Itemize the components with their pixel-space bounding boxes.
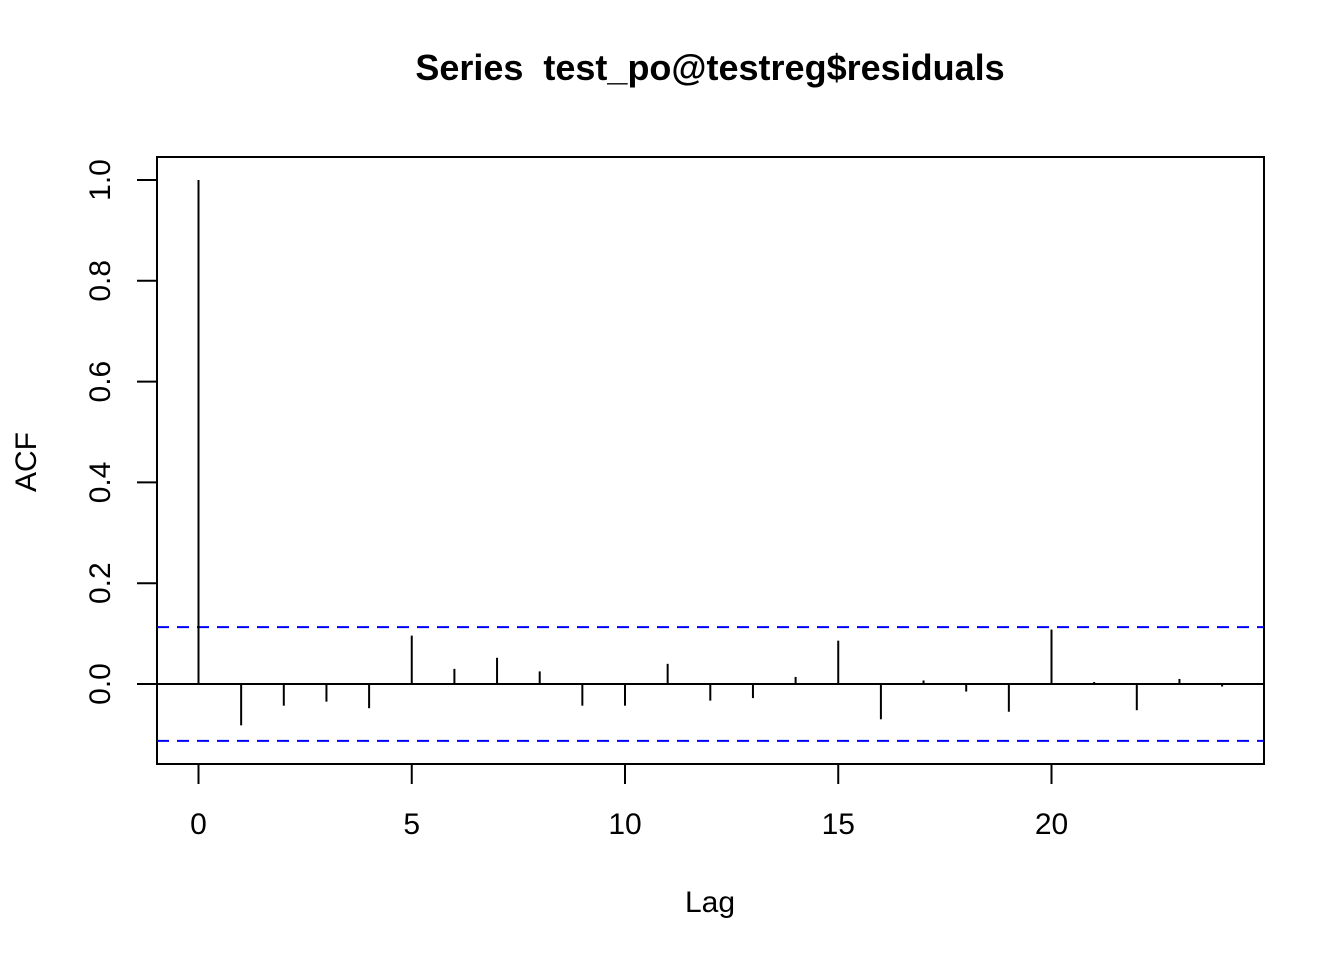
x-tick-label: 0 <box>190 808 207 841</box>
y-axis-label: ACF <box>10 432 43 492</box>
x-tick-label: 15 <box>822 808 855 841</box>
y-tick-label: 1.0 <box>84 159 117 201</box>
plot-frame <box>156 156 1265 765</box>
y-tick-label: 0.4 <box>84 462 117 504</box>
y-tick-label: 0.0 <box>84 663 117 705</box>
x-tick-label: 10 <box>608 808 641 841</box>
y-tick-label: 0.6 <box>84 361 117 403</box>
y-tick-label: 0.2 <box>84 562 117 604</box>
chart-title: Series test_po@testreg$residuals <box>415 47 1004 88</box>
x-axis-label: Lag <box>685 886 735 919</box>
x-tick-label: 5 <box>403 808 420 841</box>
y-tick-label: 0.8 <box>84 260 117 302</box>
plot-layer: 0 5 10 15 20 0.0 0.2 0.4 0.6 0.8 1.0 <box>84 159 1264 841</box>
x-tick-label: 20 <box>1035 808 1068 841</box>
